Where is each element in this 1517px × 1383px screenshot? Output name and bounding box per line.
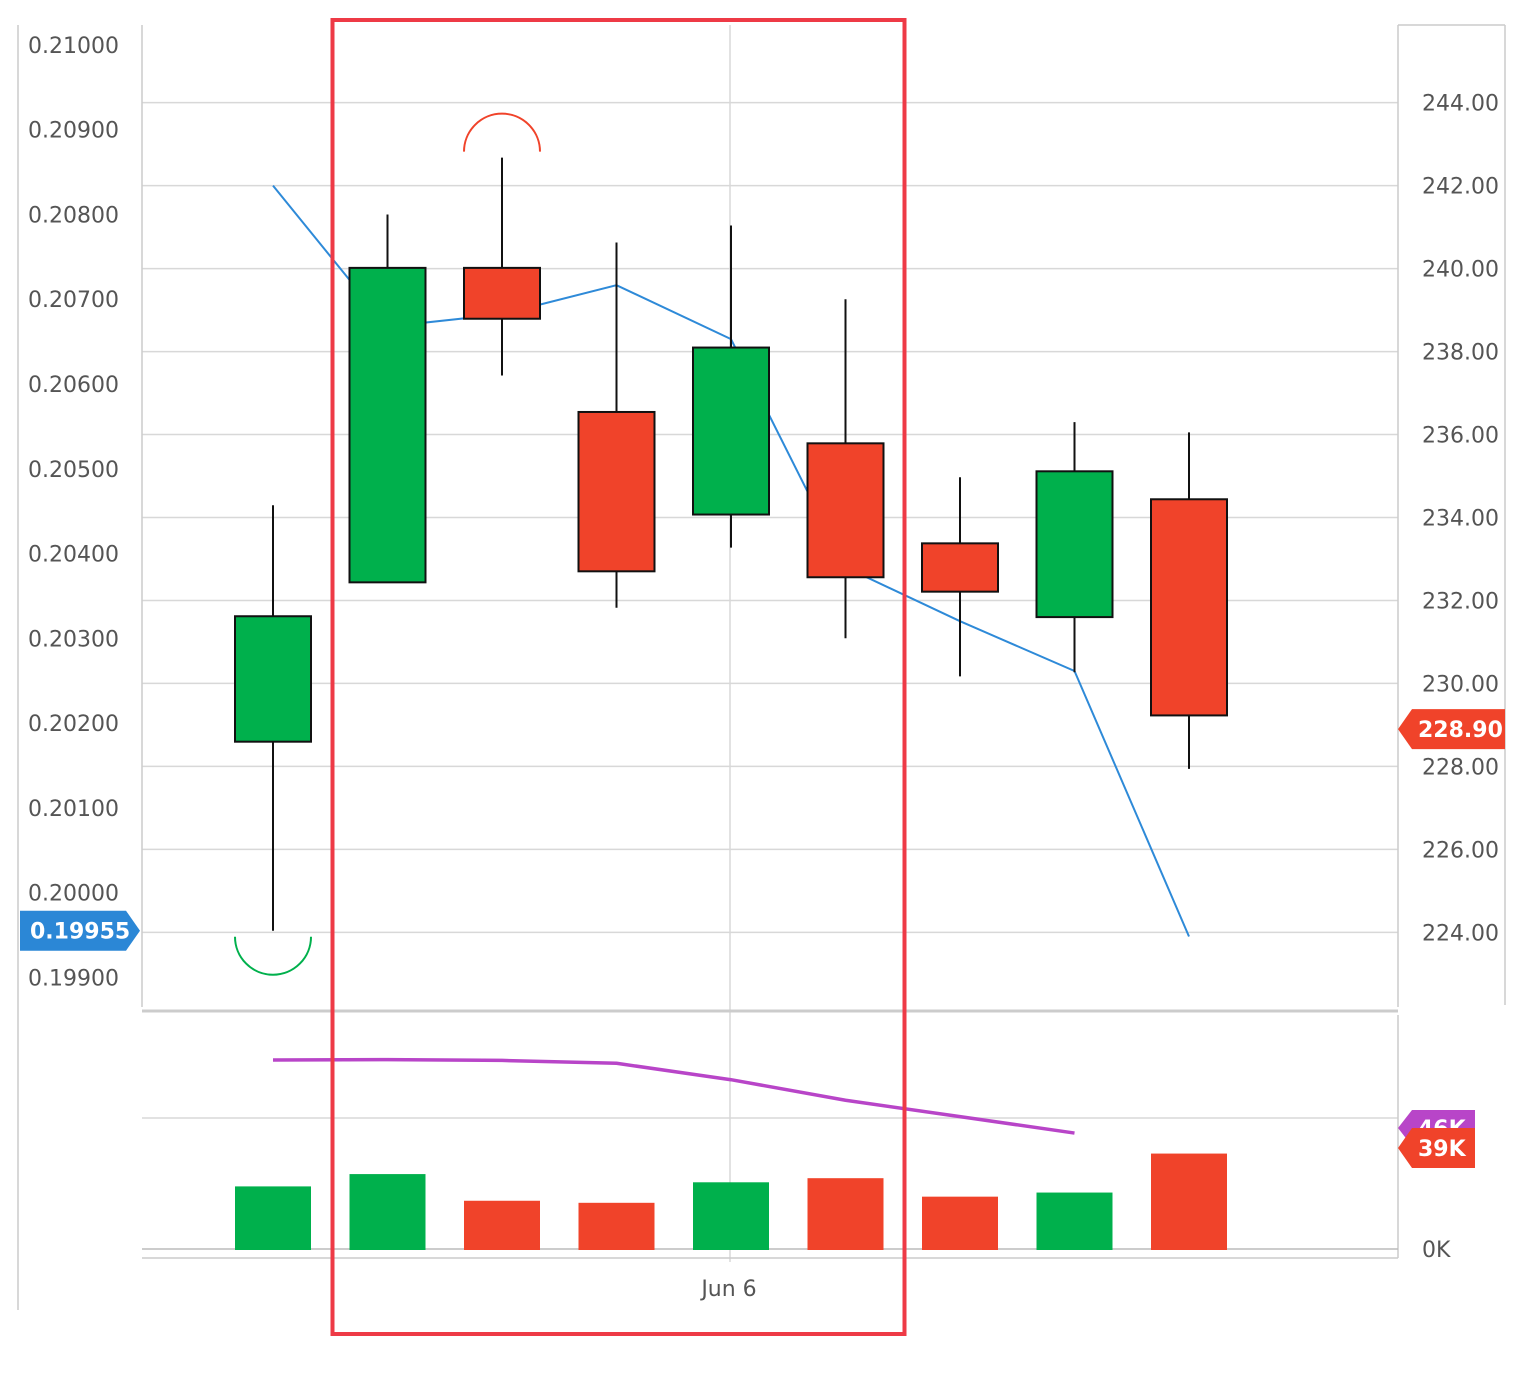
candle-6 xyxy=(921,477,999,677)
left-tick-label: 0.20900 xyxy=(28,119,119,144)
highlight-rectangle xyxy=(330,18,907,1336)
right-tick-label: 238.00 xyxy=(1422,341,1499,366)
x-axis-date-label: Jun 6 xyxy=(699,1277,756,1302)
candle-body xyxy=(692,346,770,516)
candle-body xyxy=(463,266,541,320)
candle-body xyxy=(577,410,656,573)
volume-current-badge-shape xyxy=(1398,1128,1475,1168)
highlight-box xyxy=(330,18,907,1336)
candle-body xyxy=(234,615,312,743)
left-tick-label: 0.20600 xyxy=(28,373,119,398)
right-current-value-badge-text: 228.90 xyxy=(1418,718,1503,743)
volume-bar xyxy=(1151,1153,1227,1250)
left-tick-label: 0.20400 xyxy=(28,543,119,568)
right-tick-label: 244.00 xyxy=(1422,92,1499,117)
candle-5 xyxy=(806,299,885,639)
left-tick-label: 0.19900 xyxy=(28,966,119,991)
left-current-value-badge-text: 0.19955 xyxy=(30,920,130,945)
candle-8 xyxy=(1150,432,1228,769)
volume-current-badge: 39K xyxy=(1398,1128,1475,1168)
volume-average-line xyxy=(272,1057,1075,1135)
candle-3 xyxy=(577,242,656,608)
volume-axis-label: 0K xyxy=(1422,1238,1451,1263)
volume-bar xyxy=(235,1186,311,1250)
right-price-axis: 244.00 242.00 240.00 238.00 236.00 234.00 232.… xyxy=(1422,92,1499,1263)
candle-2 xyxy=(463,157,541,376)
candle-body xyxy=(1150,498,1228,717)
left-tick-label: 0.21000 xyxy=(28,34,119,59)
right-current-value-badge: 228.90 xyxy=(1398,709,1505,750)
left-tick-label: 0.20800 xyxy=(28,203,119,228)
left-tick-label: 0.20300 xyxy=(28,627,119,652)
left-tick-label: 0.20100 xyxy=(28,797,119,822)
left-tick-label: 0.20500 xyxy=(28,458,119,483)
right-tick-label: 242.00 xyxy=(1422,175,1499,200)
candle-body xyxy=(921,542,999,593)
candle-0 xyxy=(234,505,312,931)
volume-bar xyxy=(693,1182,769,1250)
right-tick-label: 240.00 xyxy=(1422,258,1499,283)
extreme-markers xyxy=(234,112,541,976)
right-tick-label: 228.00 xyxy=(1422,755,1499,780)
right-tick-label: 236.00 xyxy=(1422,424,1499,449)
right-tick-label: 230.00 xyxy=(1422,672,1499,697)
left-tick-label: 0.20200 xyxy=(28,712,119,737)
right-tick-label: 226.00 xyxy=(1422,838,1499,863)
left-current-value-badge: 0.19955 xyxy=(20,910,140,951)
left-tick-label: 0.20700 xyxy=(28,288,119,313)
candle-7 xyxy=(1035,422,1114,673)
right-tick-label: 234.00 xyxy=(1422,507,1499,532)
high-marker-arc xyxy=(463,112,541,152)
candle-body xyxy=(1035,470,1114,619)
right-tick-label: 232.00 xyxy=(1422,589,1499,614)
volume-panel xyxy=(235,1057,1227,1250)
volume-bar xyxy=(922,1196,998,1250)
volume-current-badge-text: 39K xyxy=(1418,1137,1467,1162)
left-tick-label: 0.20000 xyxy=(28,882,119,907)
right-tick-label: 224.00 xyxy=(1422,921,1499,946)
candles xyxy=(234,157,1228,931)
volume-bar xyxy=(578,1202,655,1250)
candle-1 xyxy=(348,214,427,584)
candle-body xyxy=(806,442,885,579)
volume-bar xyxy=(1036,1192,1113,1250)
left-price-axis: 0.21000 0.20900 0.20800 0.20700 0.20600 0.205… xyxy=(28,34,119,991)
volume-bar xyxy=(464,1200,540,1250)
left-current-value-badge-shape xyxy=(20,910,140,951)
volume-bar xyxy=(807,1178,884,1250)
candle-4 xyxy=(692,225,770,548)
volume-bar xyxy=(349,1174,426,1250)
candle-body xyxy=(348,266,427,584)
low-marker-arc xyxy=(234,936,312,976)
right-current-value-badge-shape xyxy=(1398,709,1505,750)
